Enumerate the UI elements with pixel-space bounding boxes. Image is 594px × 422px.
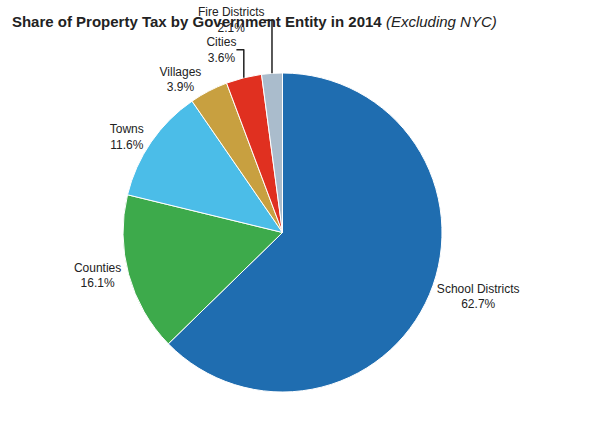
svg-text:Fire Districts2.1%: Fire Districts2.1% — [198, 5, 265, 35]
svg-text:Towns11.6%: Towns11.6% — [110, 122, 144, 152]
svg-text:Counties16.1%: Counties16.1% — [74, 261, 121, 291]
svg-text:Share of Property Tax by Gover: Share of Property Tax by Government Enti… — [12, 13, 497, 30]
svg-text:Villages3.9%: Villages3.9% — [160, 65, 202, 95]
svg-text:Cities3.6%: Cities3.6% — [206, 35, 236, 65]
svg-text:School Districts62.7%: School Districts62.7% — [437, 282, 520, 312]
